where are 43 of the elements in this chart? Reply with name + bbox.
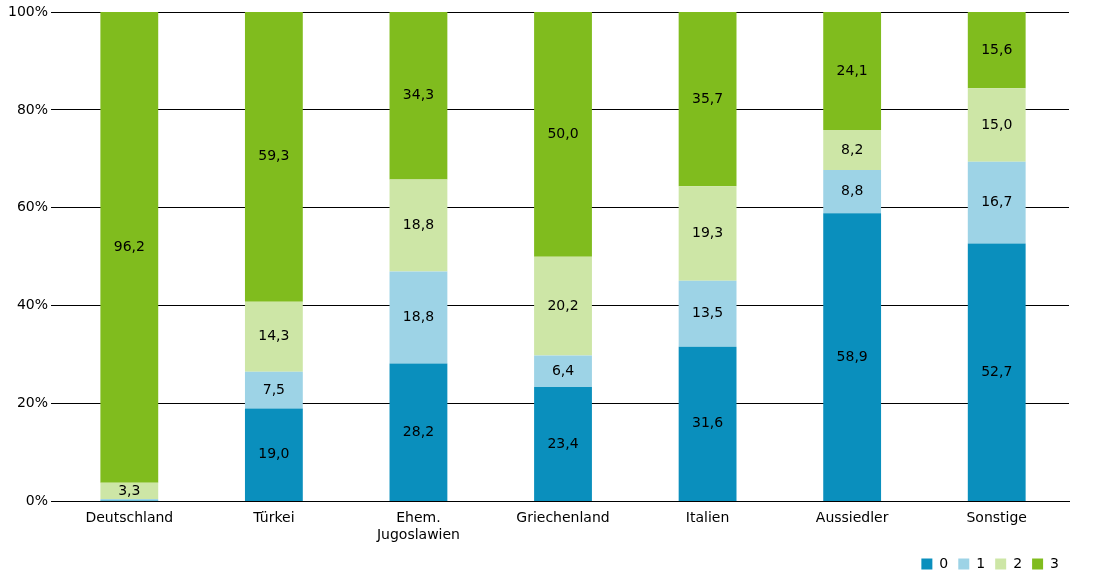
x-tick-label: Italien <box>685 509 730 526</box>
y-tick-label: 0% <box>25 492 49 509</box>
data-label: 24,1 <box>836 61 868 78</box>
legend-label: 2 <box>1013 554 1023 571</box>
data-label: 15,0 <box>981 115 1013 132</box>
data-label: 52,7 <box>981 362 1013 379</box>
y-tick-label: 60% <box>16 198 49 215</box>
data-label: 28,2 <box>402 422 435 439</box>
data-label: 50,0 <box>547 124 579 141</box>
data-label: 18,8 <box>402 216 435 233</box>
data-label: 19,0 <box>258 445 290 462</box>
data-label: 58,9 <box>836 347 868 364</box>
data-label: 7,5 <box>262 380 286 397</box>
x-tick-label: Sonstige <box>966 509 1027 526</box>
legend-label: 1 <box>976 554 986 571</box>
y-tick-label: 20% <box>16 394 49 411</box>
legend-label: 0 <box>939 554 949 571</box>
x-tick-label: Türkei <box>252 509 295 526</box>
data-label: 13,5 <box>691 304 724 321</box>
data-label: 19,3 <box>691 224 724 241</box>
data-label: 23,4 <box>547 434 579 451</box>
x-tick-label: Deutschland <box>85 509 174 526</box>
data-label: 6,4 <box>551 361 575 378</box>
data-label: 96,2 <box>113 238 145 255</box>
data-label: 34,3 <box>402 86 435 103</box>
data-label: 3,3 <box>118 481 141 498</box>
data-label: 8,8 <box>841 182 864 199</box>
x-tick-label: Ehem. Jugoslawien <box>375 509 460 543</box>
x-tick-label: Aussiedler <box>815 509 889 526</box>
data-label: 14,3 <box>258 327 290 344</box>
data-label: 8,2 <box>841 140 864 157</box>
data-label: 18,8 <box>402 308 435 325</box>
data-label: 15,6 <box>981 40 1013 57</box>
data-label: 31,6 <box>691 414 724 431</box>
y-tick-label: 80% <box>16 100 49 117</box>
x-tick-label: Griechenland <box>516 509 610 526</box>
y-tick-label: 100% <box>7 2 49 19</box>
data-label: 20,2 <box>547 296 579 313</box>
y-tick-label: 40% <box>16 296 49 313</box>
data-label: 16,7 <box>981 193 1013 210</box>
data-label: 59,3 <box>258 147 290 164</box>
legend-label: 3 <box>1050 554 1060 571</box>
data-label: 35,7 <box>691 89 724 106</box>
